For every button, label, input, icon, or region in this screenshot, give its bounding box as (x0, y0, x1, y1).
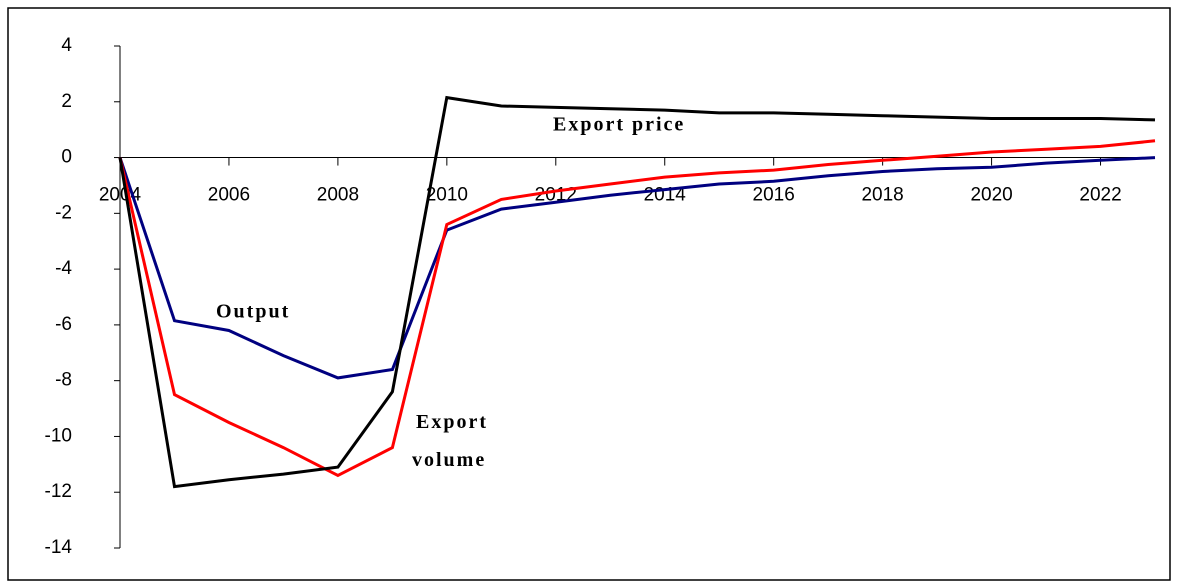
y-tick-label: -4 (55, 258, 72, 279)
series-label: Export price (553, 114, 685, 136)
y-tick-label: -6 (55, 314, 72, 335)
x-tick-label: 2016 (753, 185, 795, 206)
x-tick-label: 2008 (317, 185, 359, 206)
series-label: Export volume (412, 411, 488, 471)
y-tick-label: 4 (61, 35, 72, 56)
y-tick-label: -12 (45, 481, 72, 502)
x-tick-label: 2020 (970, 185, 1012, 206)
series-line (118, 156, 1156, 380)
x-tick-label: 2018 (861, 185, 903, 206)
y-tick-label: -2 (55, 202, 72, 223)
x-tick-label: 2006 (208, 185, 250, 206)
y-tick-label: 2 (61, 91, 72, 112)
y-tick-label: -14 (45, 537, 73, 558)
series-line (118, 95, 1156, 489)
series-line (118, 139, 1156, 478)
series-label: Output (216, 301, 290, 323)
y-tick-label: -10 (45, 425, 72, 446)
y-tick-label: -8 (55, 370, 72, 391)
x-tick-label: 2022 (1079, 185, 1121, 206)
x-tick-label: 2010 (426, 185, 468, 206)
y-tick-label: 0 (61, 147, 72, 168)
chart-frame (7, 7, 1171, 581)
